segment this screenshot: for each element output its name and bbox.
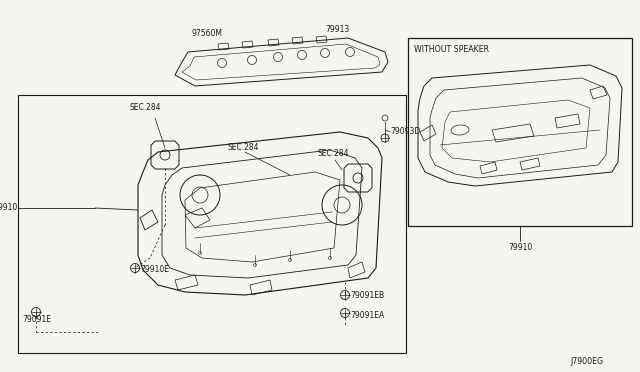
Text: WITHOUT SPEAKER: WITHOUT SPEAKER — [414, 45, 489, 55]
Text: 79093D: 79093D — [390, 128, 420, 137]
Bar — [18, 95, 406, 353]
Text: J7900EG: J7900EG — [570, 357, 603, 366]
Text: 79091E: 79091E — [22, 315, 51, 324]
Text: SEC.284: SEC.284 — [130, 103, 161, 112]
Text: SEC.284: SEC.284 — [228, 144, 259, 153]
Bar — [408, 38, 632, 226]
Text: 79091EB: 79091EB — [350, 292, 384, 301]
Text: 79910: 79910 — [508, 244, 532, 253]
Text: 97560M: 97560M — [192, 29, 223, 38]
Text: 79910E: 79910E — [140, 266, 169, 275]
Text: 79910: 79910 — [0, 203, 18, 212]
Text: 79913: 79913 — [325, 26, 349, 35]
Text: 79091EA: 79091EA — [350, 311, 384, 320]
Text: SEC.284: SEC.284 — [318, 150, 349, 158]
